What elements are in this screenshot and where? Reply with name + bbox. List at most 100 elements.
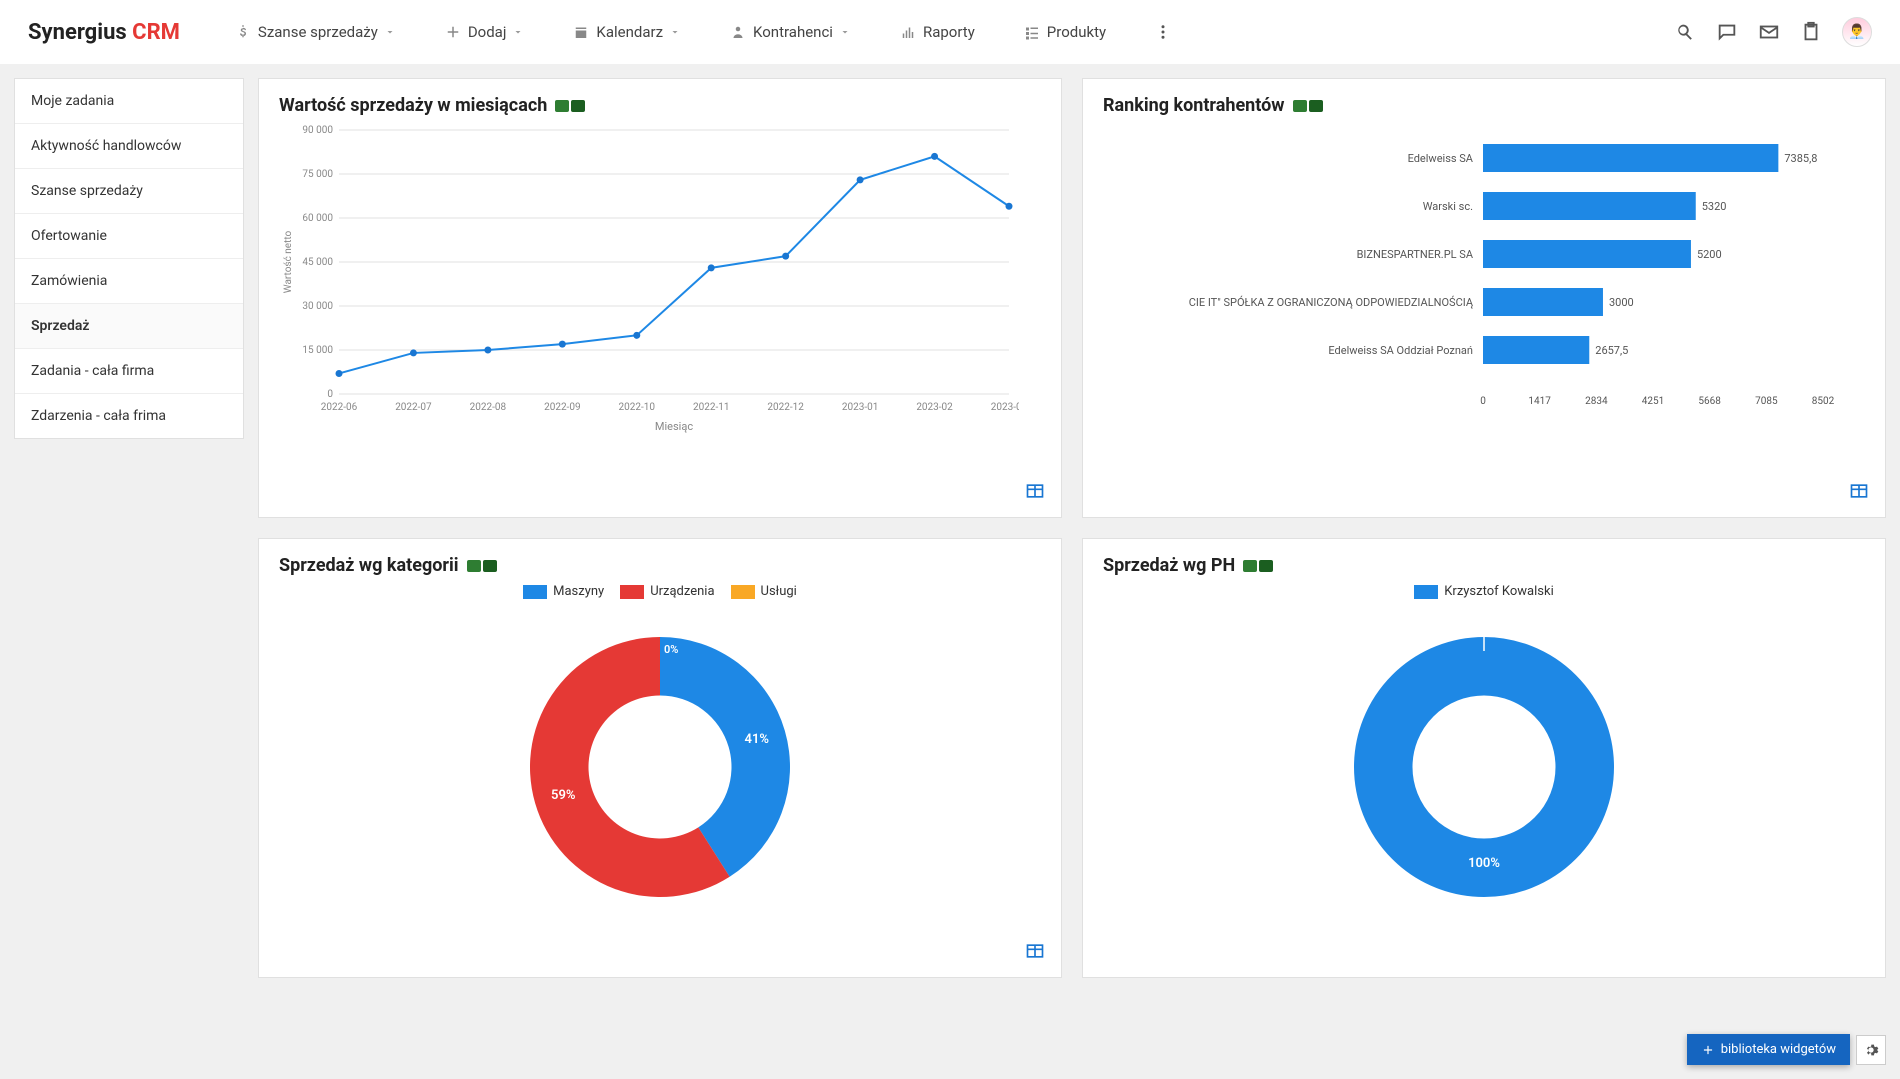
legend: Krzysztof Kowalski [1103,584,1865,599]
sidebar-item[interactable]: Zadania - cała firma [15,349,243,394]
svg-text:2023-02: 2023-02 [916,402,953,413]
svg-text:5200: 5200 [1697,248,1722,261]
csv-icon[interactable] [467,560,481,572]
avatar[interactable]: 👨‍💼 [1842,17,1872,47]
svg-text:CIE IT" SPÓŁKA Z OGRANICZONĄ O: CIE IT" SPÓŁKA Z OGRANICZONĄ ODPOWIEDZIA… [1189,296,1474,309]
csv-icon[interactable] [555,100,569,112]
nav-add[interactable]: Dodaj [430,15,539,49]
export-icons[interactable] [1243,560,1273,572]
svg-text:0: 0 [1480,396,1486,407]
svg-text:45 000: 45 000 [302,257,333,268]
nav-reports[interactable]: Raporty [885,15,989,49]
dashboard-grid: Wartość sprzedaży w miesiącach 015 00030… [258,78,1886,978]
topbar: Synergius CRM Szanse sprzedaży Dodaj Kal… [0,0,1900,64]
csv-icon[interactable] [1243,560,1257,572]
dots-vertical-icon [1154,23,1172,41]
legend-item: Krzysztof Kowalski [1414,584,1553,599]
chevron-down-icon [669,26,681,38]
topbar-right: 👨‍💼 [1674,17,1872,47]
main-nav: Szanse sprzedaży Dodaj Kalendarz Kontrah… [220,15,1674,49]
plus-icon [444,23,462,41]
svg-text:59%: 59% [551,788,576,803]
legend-item: Usługi [731,584,797,599]
card-title: Sprzedaż wg kategorii [279,555,1041,576]
logo: Synergius CRM [28,20,180,45]
svg-text:2022-09: 2022-09 [544,402,580,413]
export-icons[interactable] [1293,100,1323,112]
nav-sales[interactable]: Szanse sprzedaży [220,15,410,49]
svg-text:100%: 100% [1468,856,1500,871]
svg-text:1417: 1417 [1528,396,1551,407]
svg-text:2022-08: 2022-08 [470,402,507,413]
calendar-icon [572,23,590,41]
svg-text:75 000: 75 000 [302,169,333,180]
table-view-icon[interactable] [1025,481,1045,505]
svg-text:2022-11: 2022-11 [693,402,729,413]
svg-text:7085: 7085 [1755,396,1778,407]
svg-text:30 000: 30 000 [302,301,333,312]
svg-text:2022-06: 2022-06 [321,402,358,413]
nav-products[interactable]: Produkty [1009,15,1120,49]
chat-icon[interactable] [1716,21,1738,43]
svg-text:3000: 3000 [1609,296,1634,309]
line-chart: 015 00030 00045 00060 00075 00090 000202… [279,124,1041,464]
sidebar-item[interactable]: Zdarzenia - cała frima [15,394,243,438]
bar-chart: Edelweiss SA7385,8Warski sc.5320BIZNESPA… [1103,124,1865,464]
export-icons[interactable] [555,100,585,112]
widget-library-button[interactable]: biblioteka widgetów [1687,1034,1850,1065]
bar-chart-card: Ranking kontrahentów Edelweiss SA 7385,8 W… [1082,78,1886,518]
sidebar-item[interactable]: Aktywność handlowców [15,124,243,169]
dollar-icon [234,23,252,41]
svg-text:Edelweiss SA Oddział Poznań: Edelweiss SA Oddział Poznań [1328,344,1473,357]
svg-text:2023-03: 2023-03 [991,402,1019,413]
chevron-down-icon [384,26,396,38]
search-icon[interactable] [1674,21,1696,43]
person-icon [729,23,747,41]
sidebar: Moje zadaniaAktywność handlowcówSzanse s… [14,78,244,978]
xls-icon[interactable] [1309,100,1323,112]
svg-text:Wartość netto: Wartość netto [283,230,294,293]
sidebar-item[interactable]: Sprzedaż [15,304,243,349]
svg-text:0: 0 [327,389,333,400]
table-view-icon[interactable] [1849,481,1869,505]
svg-text:41%: 41% [745,732,770,747]
plus-icon [1701,1043,1715,1057]
nav-calendar[interactable]: Kalendarz [558,15,695,49]
svg-text:5320: 5320 [1702,200,1727,213]
nav-more[interactable] [1140,15,1186,49]
donut-chart: 41%59%0% [510,617,810,917]
svg-text:Edelweiss SA: Edelweiss SA [1408,152,1474,165]
list-icon [1023,23,1041,41]
svg-text:60 000: 60 000 [302,213,333,224]
card-title: Sprzedaż wg PH [1103,555,1865,576]
csv-icon[interactable] [1293,100,1307,112]
export-icons[interactable] [467,560,497,572]
sidebar-item[interactable]: Szanse sprzedaży [15,169,243,214]
svg-text:Miesiąc: Miesiąc [655,420,693,433]
sidebar-item[interactable]: Zamówienia [15,259,243,304]
svg-text:90 000: 90 000 [302,125,333,136]
xls-icon[interactable] [571,100,585,112]
card-title: Ranking kontrahentów [1103,95,1865,116]
settings-button[interactable] [1856,1035,1886,1065]
xls-icon[interactable] [483,560,497,572]
legend-item: Maszyny [523,584,604,599]
svg-text:5668: 5668 [1698,396,1721,407]
line-chart-card: Wartość sprzedaży w miesiącach 015 00030… [258,78,1062,518]
svg-text:4251: 4251 [1642,396,1664,407]
xls-icon[interactable] [1259,560,1273,572]
sidebar-item[interactable]: Moje zadania [15,79,243,124]
table-view-icon[interactable] [1025,941,1045,965]
svg-text:2022-07: 2022-07 [395,402,432,413]
card-title: Wartość sprzedaży w miesiącach [279,95,1041,116]
chevron-down-icon [512,26,524,38]
svg-text:Warski sc.: Warski sc. [1423,200,1473,213]
sidebar-item[interactable]: Ofertowanie [15,214,243,259]
clipboard-icon[interactable] [1800,21,1822,43]
legend: MaszynyUrządzeniaUsługi [279,584,1041,599]
svg-text:7385,8: 7385,8 [1784,152,1817,165]
svg-text:2657,5: 2657,5 [1595,344,1628,357]
svg-text:2022-10: 2022-10 [619,402,656,413]
nav-contractors[interactable]: Kontrahenci [715,15,865,49]
mail-icon[interactable] [1758,21,1780,43]
